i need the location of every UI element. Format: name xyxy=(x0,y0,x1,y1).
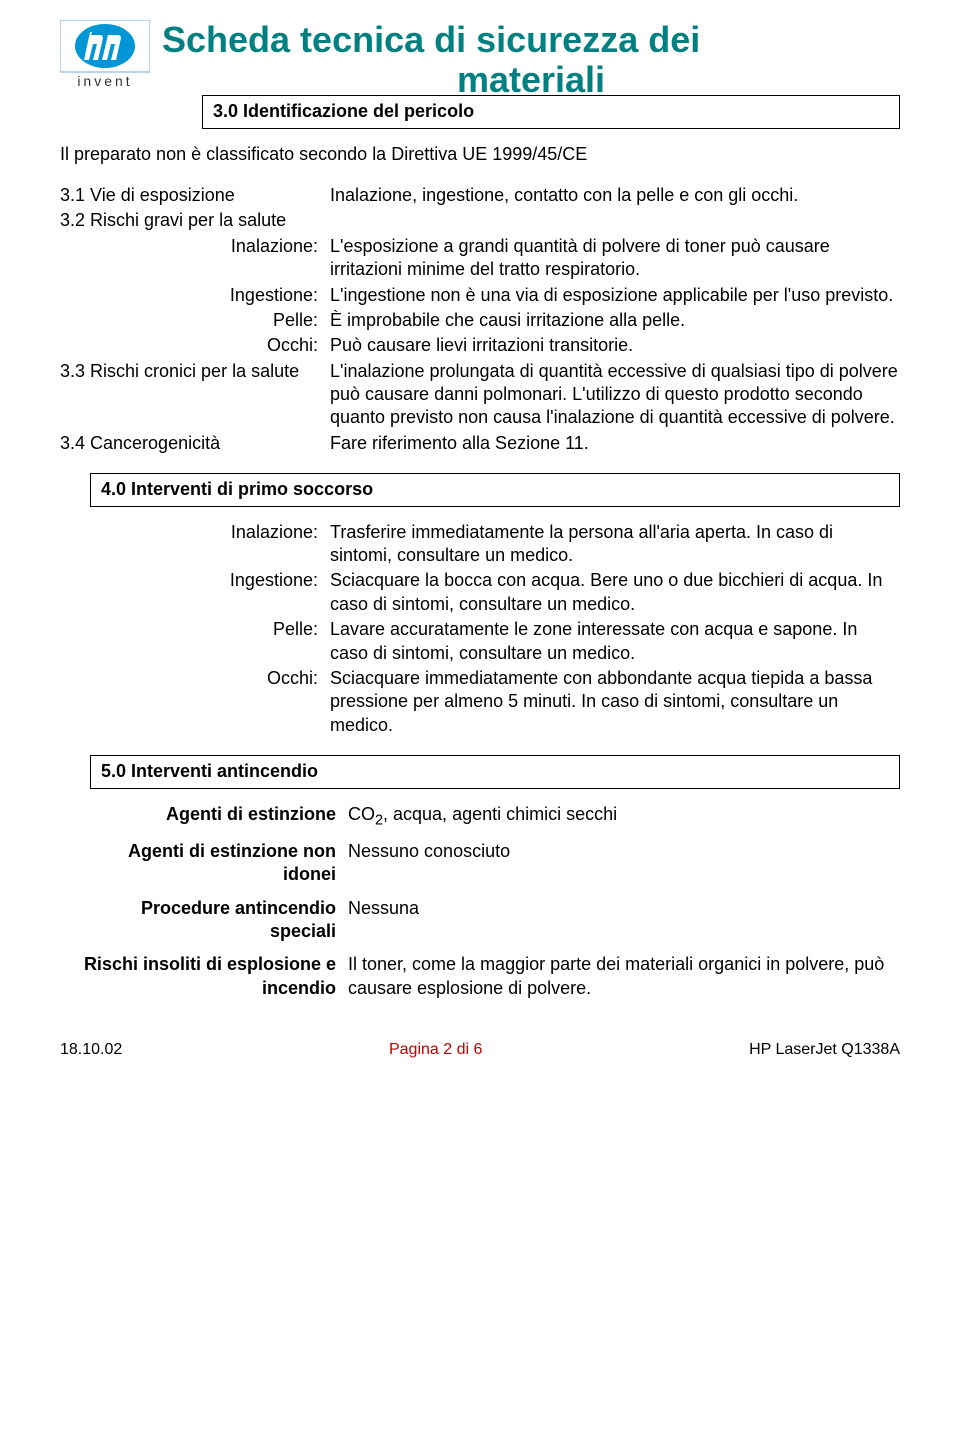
pelle-label: Pelle: xyxy=(60,309,330,332)
page-footer: 18.10.02 Pagina 2 di 6 HP LaserJet Q1338… xyxy=(60,1040,900,1061)
r31-label: 3.1 Vie di esposizione xyxy=(60,184,330,207)
agenti-label: Agenti di estinzione xyxy=(78,803,348,826)
section-3-heading: 3.0 Identificazione del pericolo xyxy=(202,95,900,128)
r33-value: L'inalazione prolungata di quantità ecce… xyxy=(330,360,900,430)
s4-pelle-value: Lavare accuratamente le zone interessate… xyxy=(330,618,900,665)
footer-page: Pagina 2 di 6 xyxy=(389,1040,482,1061)
agenti-value: CO2, acqua, agenti chimici secchi xyxy=(348,803,900,830)
r32-label: 3.2 Rischi gravi per la salute xyxy=(60,209,330,232)
section-3-body: 3.1 Vie di esposizione Inalazione, inges… xyxy=(60,184,900,455)
s4-inalazione-value: Trasferire immediatamente la persona all… xyxy=(330,521,900,568)
title-block: Scheda tecnica di sicurezza dei material… xyxy=(162,20,900,143)
s4-occhi-value: Sciacquare immediatamente con abbondante… xyxy=(330,667,900,737)
inalazione-value: L'esposizione a grandi quantità di polve… xyxy=(330,235,900,282)
title-line1: Scheda tecnica di sicurezza dei xyxy=(162,19,700,60)
s4-ingestione-value: Sciacquare la bocca con acqua. Bere uno … xyxy=(330,569,900,616)
s4-pelle-label: Pelle: xyxy=(60,618,330,641)
hp-logo: invent xyxy=(60,20,150,96)
s4-ingestione-label: Ingestione: xyxy=(60,569,330,592)
r31-value: Inalazione, ingestione, contatto con la … xyxy=(330,184,900,207)
ingestione-value: L'ingestione non è una via di esposizion… xyxy=(330,284,900,307)
section-4-body: Inalazione: Trasferire immediatamente la… xyxy=(60,521,900,738)
inalazione-label: Inalazione: xyxy=(60,235,330,258)
occhi-label: Occhi: xyxy=(60,334,330,357)
rischi-value: Il toner, come la maggior parte dei mate… xyxy=(348,953,900,1000)
main-title: Scheda tecnica di sicurezza dei material… xyxy=(162,20,900,99)
occhi-value: Può causare lievi irritazioni transitori… xyxy=(330,334,900,357)
s4-occhi-label: Occhi: xyxy=(60,667,330,690)
r34-label: 3.4 Cancerogenicità xyxy=(60,432,330,455)
procedure-label: Procedure antincendio speciali xyxy=(78,897,348,944)
procedure-value: Nessuna xyxy=(348,897,900,920)
svg-text:invent: invent xyxy=(77,73,132,89)
title-line2: materiali xyxy=(162,60,900,100)
footer-date: 18.10.02 xyxy=(60,1040,122,1061)
r34-value: Fare riferimento alla Sezione 11. xyxy=(330,432,900,455)
pelle-value: È improbabile che causi irritazione alla… xyxy=(330,309,900,332)
r33-label: 3.3 Rischi cronici per la salute xyxy=(60,360,330,383)
non-idonei-value: Nessuno conosciuto xyxy=(348,840,900,863)
section-4-heading: 4.0 Interventi di primo soccorso xyxy=(90,473,900,506)
section-5-body: Agenti di estinzione CO2, acqua, agenti … xyxy=(60,803,900,1001)
footer-product: HP LaserJet Q1338A xyxy=(749,1040,900,1061)
ingestione-label: Ingestione: xyxy=(60,284,330,307)
s4-inalazione-label: Inalazione: xyxy=(60,521,330,544)
non-idonei-label: Agenti di estinzione non idonei xyxy=(78,840,348,887)
section-5-heading: 5.0 Interventi antincendio xyxy=(90,755,900,788)
section-3-intro: Il preparato non è classificato secondo … xyxy=(60,143,900,166)
rischi-label: Rischi insoliti di esplosione e incendio xyxy=(78,953,348,1000)
page-header: invent Scheda tecnica di sicurezza dei m… xyxy=(60,20,900,143)
